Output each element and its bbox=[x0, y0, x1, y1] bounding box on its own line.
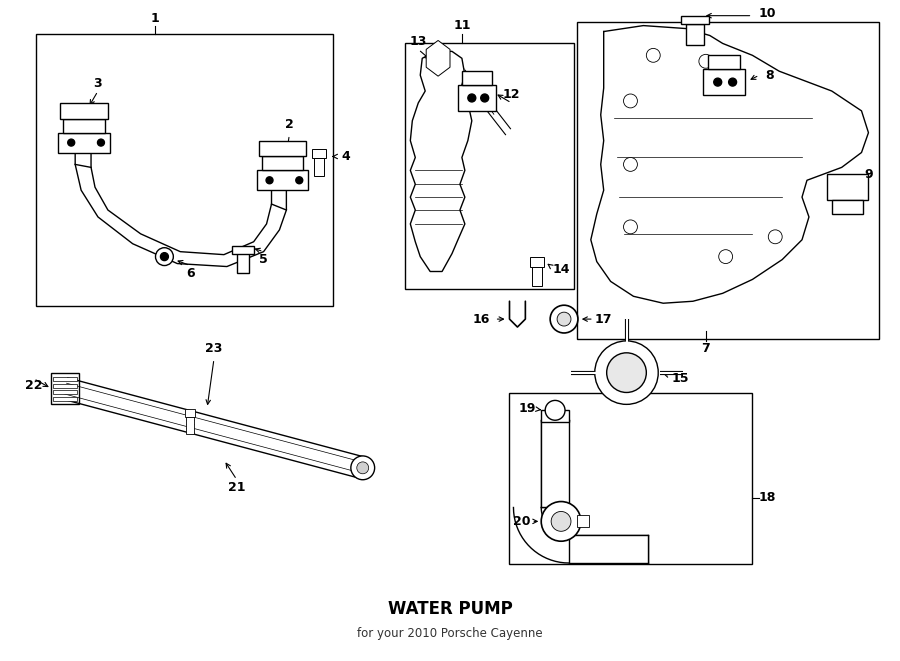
Bar bbox=[405, 44, 574, 290]
Text: 20: 20 bbox=[513, 515, 530, 528]
Circle shape bbox=[468, 94, 476, 102]
Bar bbox=[53, 384, 77, 388]
Bar bbox=[258, 141, 306, 157]
Text: 22: 22 bbox=[25, 379, 42, 392]
Bar bbox=[703, 69, 744, 95]
Bar bbox=[232, 246, 254, 254]
Bar bbox=[707, 56, 740, 69]
Bar bbox=[53, 377, 77, 381]
Circle shape bbox=[266, 176, 273, 184]
Circle shape bbox=[624, 220, 637, 234]
Circle shape bbox=[481, 94, 489, 102]
Text: 6: 6 bbox=[186, 267, 194, 280]
Circle shape bbox=[624, 94, 637, 108]
Circle shape bbox=[68, 139, 75, 146]
Circle shape bbox=[595, 341, 658, 405]
Bar bbox=[256, 171, 308, 190]
Circle shape bbox=[624, 157, 637, 171]
Bar bbox=[35, 34, 333, 306]
Circle shape bbox=[296, 176, 302, 184]
Bar bbox=[827, 175, 868, 200]
Bar bbox=[577, 22, 879, 339]
Bar bbox=[185, 409, 195, 417]
Circle shape bbox=[719, 250, 733, 264]
Bar bbox=[462, 71, 491, 85]
Text: 21: 21 bbox=[228, 481, 246, 494]
Text: 18: 18 bbox=[759, 491, 776, 504]
Text: 4: 4 bbox=[341, 150, 350, 163]
Bar bbox=[262, 157, 303, 171]
Text: 1: 1 bbox=[150, 12, 159, 25]
Bar bbox=[541, 410, 569, 422]
Text: 2: 2 bbox=[285, 118, 293, 132]
Circle shape bbox=[714, 78, 722, 86]
Bar bbox=[63, 119, 105, 133]
Text: 11: 11 bbox=[453, 19, 471, 32]
Text: 12: 12 bbox=[503, 89, 520, 102]
Text: 13: 13 bbox=[410, 35, 427, 48]
Text: 23: 23 bbox=[205, 342, 222, 356]
Circle shape bbox=[97, 139, 104, 146]
Circle shape bbox=[769, 230, 782, 244]
Text: WATER PUMP: WATER PUMP bbox=[388, 600, 512, 617]
Text: 8: 8 bbox=[765, 69, 774, 82]
Bar bbox=[458, 85, 496, 111]
Circle shape bbox=[646, 48, 661, 62]
Polygon shape bbox=[427, 40, 450, 76]
Text: 10: 10 bbox=[759, 7, 776, 20]
Bar bbox=[541, 420, 569, 508]
Circle shape bbox=[160, 253, 168, 260]
Text: 14: 14 bbox=[553, 263, 570, 276]
Text: 19: 19 bbox=[518, 402, 536, 415]
Text: 15: 15 bbox=[671, 372, 688, 385]
Bar bbox=[53, 390, 77, 394]
Bar bbox=[51, 373, 79, 405]
Bar bbox=[237, 252, 248, 274]
Circle shape bbox=[356, 462, 369, 474]
Bar bbox=[186, 417, 194, 434]
Circle shape bbox=[729, 78, 736, 86]
Bar bbox=[681, 16, 709, 24]
Circle shape bbox=[541, 502, 580, 541]
Bar bbox=[832, 200, 863, 214]
Text: 17: 17 bbox=[595, 313, 612, 326]
Text: 16: 16 bbox=[473, 313, 491, 326]
Polygon shape bbox=[590, 26, 868, 303]
Text: 9: 9 bbox=[864, 168, 873, 181]
Polygon shape bbox=[410, 52, 472, 272]
Text: 3: 3 bbox=[94, 77, 103, 90]
Circle shape bbox=[156, 248, 174, 266]
Bar bbox=[509, 393, 752, 564]
Circle shape bbox=[607, 353, 646, 393]
Bar bbox=[577, 516, 589, 527]
Bar bbox=[314, 159, 324, 176]
Bar bbox=[60, 103, 108, 119]
Circle shape bbox=[550, 305, 578, 333]
Circle shape bbox=[545, 401, 565, 420]
Circle shape bbox=[351, 456, 374, 480]
Bar bbox=[569, 535, 648, 563]
Bar bbox=[53, 397, 77, 401]
Bar bbox=[686, 24, 704, 46]
Text: for your 2010 Porsche Cayenne: for your 2010 Porsche Cayenne bbox=[357, 627, 543, 640]
Bar bbox=[532, 266, 542, 286]
Text: 7: 7 bbox=[701, 342, 710, 356]
Circle shape bbox=[551, 512, 571, 531]
Bar bbox=[530, 256, 544, 266]
Text: 5: 5 bbox=[259, 253, 268, 266]
Circle shape bbox=[557, 312, 571, 326]
Bar bbox=[312, 149, 326, 159]
Circle shape bbox=[699, 54, 713, 68]
Bar bbox=[58, 133, 110, 153]
